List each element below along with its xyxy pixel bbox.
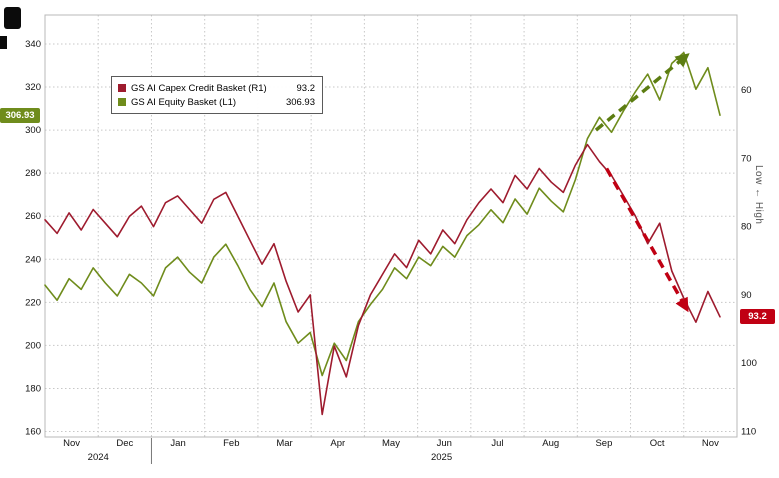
left-axis-tick-label: 160 [25,427,41,438]
left-axis-tick-label: 240 [25,254,41,265]
left-axis-tick-label: 280 [25,168,41,179]
month-tick-label: Nov [702,438,719,449]
left-axis-last-price-badge: 306.93 [0,107,40,123]
downtrend-arrow [605,167,689,313]
month-tick-label: Apr [330,438,345,449]
legend-row-equity: GS AI Equity Basket (L1) 306.93 [118,95,315,109]
equity-series-swatch [118,98,126,106]
uptrend-arrow [594,53,690,132]
plot-border [44,14,738,438]
right-axis-tick-label: 60 [741,85,752,96]
right-axis-last-price-badge: 93.2 [740,309,775,325]
credit-series-value: 93.2 [296,82,316,94]
month-tick-label: Nov [63,438,80,449]
right-axis-title: Low ← High [753,165,764,225]
month-tick-label: Jan [170,438,185,449]
credit-series-swatch [118,84,126,92]
left-axis-tick-label: 340 [25,39,41,50]
equity-series-label: GS AI Equity Basket (L1) [131,96,237,108]
month-tick-label: Jun [437,438,452,449]
left-axis-tick-label: 300 [25,125,41,136]
month-tick-label: Jul [491,438,503,449]
year-label: 2024 [88,452,109,463]
equity-basket-line [44,51,721,377]
chart-legend: GS AI Capex Credit Basket (R1) 93.2 GS A… [111,76,323,114]
month-tick-label: Dec [116,438,133,449]
month-tick-label: Oct [650,438,665,449]
month-tick-label: May [382,438,400,449]
right-axis-tick-label: 100 [741,358,757,369]
month-tick-label: Mar [276,438,292,449]
right-axis-tick-label: 110 [741,427,756,438]
credit-basket-line [44,143,721,416]
credit-series-label: GS AI Capex Credit Basket (R1) [131,82,267,94]
left-axis-tick-label: 220 [25,297,41,308]
month-tick-label: Feb [223,438,239,449]
month-tick-label: Aug [542,438,559,449]
left-axis-tick-label: 200 [25,340,41,351]
month-tick-label: Sep [595,438,612,449]
legend-row-credit: GS AI Capex Credit Basket (R1) 93.2 [118,81,315,95]
equity-series-value: 306.93 [285,96,315,108]
left-axis-tick-label: 180 [25,383,41,394]
left-axis-tick-label: 320 [25,82,41,93]
right-axis-tick-label: 70 [741,153,752,164]
right-axis-tick-label: 80 [741,222,752,233]
right-axis-tick-label: 90 [741,290,752,301]
terminal-edge-mark [0,36,7,49]
year-label: 2025 [431,452,452,463]
terminal-corner-mark [4,7,21,29]
left-axis-tick-label: 260 [25,211,41,222]
